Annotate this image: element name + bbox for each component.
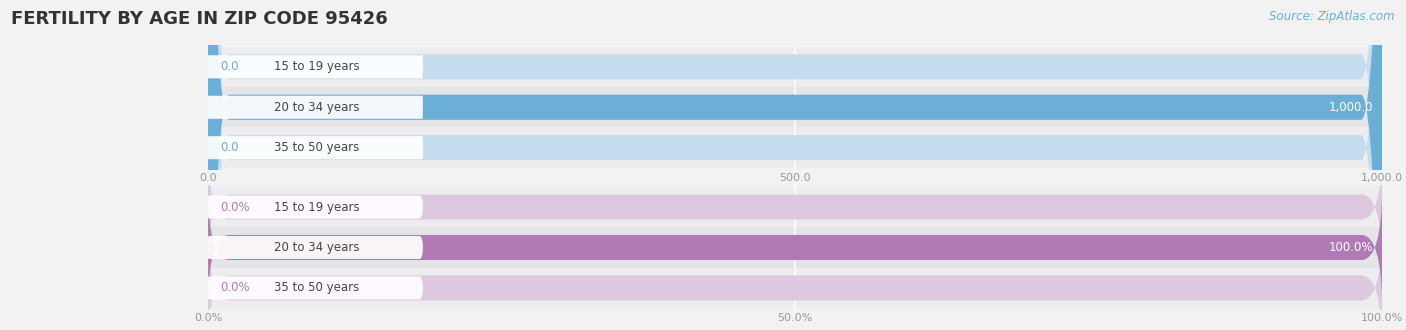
FancyBboxPatch shape <box>208 268 1382 308</box>
FancyBboxPatch shape <box>205 55 423 78</box>
Text: 15 to 19 years: 15 to 19 years <box>274 60 360 73</box>
FancyBboxPatch shape <box>208 0 1382 330</box>
FancyBboxPatch shape <box>208 47 1382 87</box>
FancyBboxPatch shape <box>208 187 1382 227</box>
Text: 0.0: 0.0 <box>219 141 239 154</box>
Text: 0.0%: 0.0% <box>219 201 249 214</box>
FancyBboxPatch shape <box>208 0 1382 330</box>
Text: FERTILITY BY AGE IN ZIP CODE 95426: FERTILITY BY AGE IN ZIP CODE 95426 <box>11 10 388 28</box>
Text: Source: ZipAtlas.com: Source: ZipAtlas.com <box>1270 10 1395 23</box>
FancyBboxPatch shape <box>205 236 423 259</box>
FancyBboxPatch shape <box>208 127 1382 168</box>
FancyBboxPatch shape <box>208 227 1382 268</box>
Text: 100.0%: 100.0% <box>1329 241 1372 254</box>
Text: 0.0%: 0.0% <box>219 281 249 294</box>
FancyBboxPatch shape <box>208 147 1382 267</box>
Text: 35 to 50 years: 35 to 50 years <box>274 281 360 294</box>
FancyBboxPatch shape <box>208 187 1382 308</box>
FancyBboxPatch shape <box>205 136 423 159</box>
FancyBboxPatch shape <box>208 187 1382 308</box>
FancyBboxPatch shape <box>208 0 1382 330</box>
Text: 0.0: 0.0 <box>219 60 239 73</box>
Text: 20 to 34 years: 20 to 34 years <box>274 241 360 254</box>
Text: 15 to 19 years: 15 to 19 years <box>274 201 360 214</box>
FancyBboxPatch shape <box>208 0 1382 330</box>
Text: 35 to 50 years: 35 to 50 years <box>274 141 360 154</box>
Text: 1,000.0: 1,000.0 <box>1329 101 1372 114</box>
FancyBboxPatch shape <box>208 228 1382 330</box>
FancyBboxPatch shape <box>205 277 423 300</box>
FancyBboxPatch shape <box>208 87 1382 127</box>
FancyBboxPatch shape <box>205 195 423 218</box>
FancyBboxPatch shape <box>205 96 423 119</box>
Text: 20 to 34 years: 20 to 34 years <box>274 101 360 114</box>
